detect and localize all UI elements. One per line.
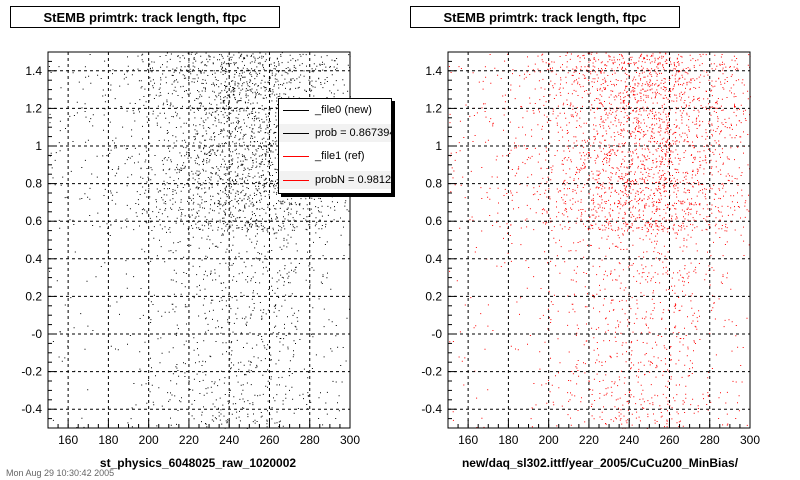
x-tick-label: 240	[219, 433, 239, 447]
y-tick-label: 1.2	[425, 101, 442, 115]
x-tick-label: 180	[498, 433, 518, 447]
left-panel-xlabel: st_physics_6048025_raw_1020002	[99, 456, 297, 470]
legend-swatch	[283, 132, 309, 134]
x-tick-label: 200	[539, 433, 559, 447]
legend-label: _file1 (ref)	[315, 150, 365, 162]
x-tick-label: 300	[340, 433, 360, 447]
legend-entry-probN: probN = 0.98123	[279, 171, 392, 189]
legend-label: prob = 0.867394	[315, 127, 392, 139]
plot-panel-2: 160 180 200 220 240 260 280 300 -0.4 -0.2 -0 0.2 0.4…	[421, 51, 760, 447]
legend-swatch	[283, 179, 309, 181]
right-panel-title: StEMB primtrk: track length, ftpc	[410, 6, 680, 28]
y-tick-label: 0.2	[25, 289, 42, 303]
y-tick-label: 0.8	[25, 177, 42, 191]
y-tick-label: -0	[31, 327, 42, 341]
y-tick-label: 1	[35, 139, 42, 153]
y-tick-label: 1	[435, 139, 442, 153]
x-tick-label: 300	[740, 433, 760, 447]
x-tick-label: 280	[700, 433, 720, 447]
x-tick-label: 220	[579, 433, 599, 447]
x-tick-label: 160	[458, 433, 478, 447]
y-tick-label: -0.2	[21, 365, 42, 379]
y-tick-label: 0.2	[425, 289, 442, 303]
x-tick-label: 180	[98, 433, 118, 447]
y-tick-label: 1.4	[25, 64, 42, 78]
y-tick-label: 0.6	[25, 214, 42, 228]
y-tick-label: 0.4	[425, 252, 442, 266]
plot-panel-1: 160 180 200 220 240 260 280 300 -0.4 -0.2 -0 0.2 0.4…	[21, 51, 360, 447]
y-tick-label: 0.6	[425, 214, 442, 228]
legend-label: probN = 0.98123	[315, 174, 392, 186]
legend-label: _file0 (new)	[315, 104, 372, 116]
y-tick-label: -0.4	[421, 402, 442, 416]
x-tick-label: 260	[259, 433, 279, 447]
timestamp-footnote: Mon Aug 29 10:30:42 2005	[6, 468, 115, 478]
legend-entry-file1: _file1 (ref)	[279, 147, 391, 165]
legend-entry-prob: prob = 0.867394	[279, 124, 392, 142]
y-tick-label: 1.4	[425, 64, 442, 78]
legend-swatch	[283, 155, 309, 157]
right-panel-xlabel: new/daq_sl302.ittf/year_2005/CuCu200_Min…	[461, 456, 739, 470]
y-tick-label: 0.4	[25, 252, 42, 266]
y-tick-label: -0.2	[421, 365, 442, 379]
legend: _file0 (new) prob = 0.867394 _file1 (ref…	[278, 98, 392, 194]
x-tick-label: 220	[179, 433, 199, 447]
left-panel-title: StEMB primtrk: track length, ftpc	[10, 6, 280, 28]
x-tick-label: 260	[659, 433, 679, 447]
y-tick-label: 1.2	[25, 101, 42, 115]
x-tick-label: 280	[300, 433, 320, 447]
x-tick-label: 240	[619, 433, 639, 447]
y-tick-label: -0	[431, 327, 442, 341]
y-tick-label: -0.4	[21, 402, 42, 416]
legend-swatch	[283, 109, 309, 111]
legend-entry-file0: _file0 (new)	[279, 101, 391, 119]
y-tick-label: 0.8	[425, 177, 442, 191]
x-tick-label: 160	[58, 433, 78, 447]
x-tick-label: 200	[139, 433, 159, 447]
